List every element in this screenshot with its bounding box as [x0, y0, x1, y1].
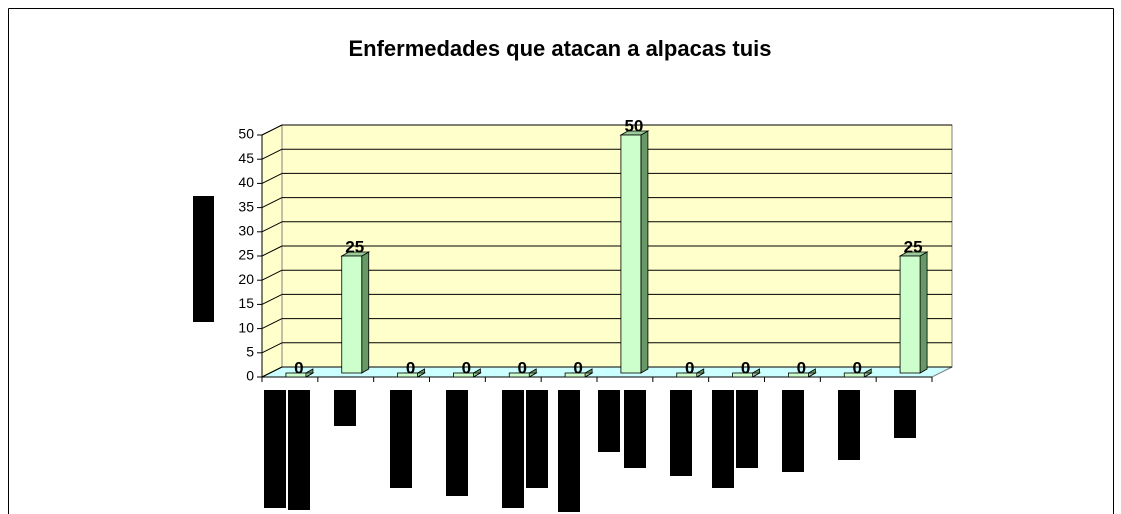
y-tick-label: 10 [238, 319, 254, 335]
bar [341, 255, 363, 374]
redaction [446, 390, 468, 496]
grid-line [261, 221, 283, 233]
value-label: 0 [741, 358, 750, 377]
bar [676, 372, 698, 378]
bar [397, 372, 418, 378]
y-tick-label: 35 [238, 198, 254, 214]
grid-line [261, 197, 283, 209]
redaction [782, 390, 804, 472]
value-label: 0 [797, 358, 806, 377]
y-tick-label: 30 [238, 223, 254, 239]
y-tick-label: 15 [238, 295, 254, 311]
bar [508, 372, 530, 378]
bar [732, 372, 753, 378]
y-tick-label: 50 [238, 126, 254, 142]
redaction [598, 390, 620, 452]
redaction [334, 390, 356, 426]
redaction [264, 390, 286, 508]
grid-line [261, 245, 283, 257]
redaction [193, 196, 214, 322]
redaction [558, 390, 580, 512]
value-label: 0 [294, 358, 303, 377]
redaction [670, 390, 692, 476]
y-tick-label: 45 [238, 150, 254, 166]
grid-line [261, 366, 283, 378]
bar-side [361, 251, 370, 374]
redaction [288, 390, 310, 510]
value-label: 0 [518, 358, 527, 377]
bar-side [640, 130, 649, 374]
value-label: 25 [345, 237, 364, 256]
y-tick-label: 25 [238, 247, 254, 263]
grid-line [261, 318, 283, 330]
bar [564, 372, 586, 378]
value-label: 0 [573, 358, 582, 377]
redaction [526, 390, 548, 488]
value-label: 0 [853, 358, 862, 377]
grid-line [261, 342, 283, 354]
y-tick-label: 20 [238, 271, 254, 287]
redaction [838, 390, 860, 460]
y-tick-label: 0 [246, 368, 254, 384]
value-label: 0 [462, 358, 471, 377]
redaction [624, 390, 646, 468]
y-tick-label: 40 [238, 174, 254, 190]
bar [453, 372, 474, 378]
redaction [502, 390, 524, 508]
value-label: 25 [904, 237, 923, 256]
bar [285, 372, 307, 378]
grid-line [261, 172, 283, 184]
grid-line [261, 269, 283, 281]
redaction [712, 390, 734, 488]
bar [620, 134, 642, 374]
grid-line [261, 124, 283, 136]
redaction [736, 390, 758, 468]
redaction [390, 390, 412, 488]
y-tick-label: 5 [246, 344, 254, 360]
bar [843, 372, 865, 378]
value-label: 0 [685, 358, 694, 377]
bar [899, 255, 921, 374]
grid-line [261, 148, 283, 160]
bar [788, 372, 809, 378]
chart-title: Enfermedades que atacan a alpacas tuis [348, 36, 771, 61]
value-label: 0 [406, 358, 415, 377]
grid-line [261, 293, 283, 305]
redaction [894, 390, 916, 438]
value-label: 50 [624, 116, 643, 135]
bar-side [919, 251, 928, 374]
